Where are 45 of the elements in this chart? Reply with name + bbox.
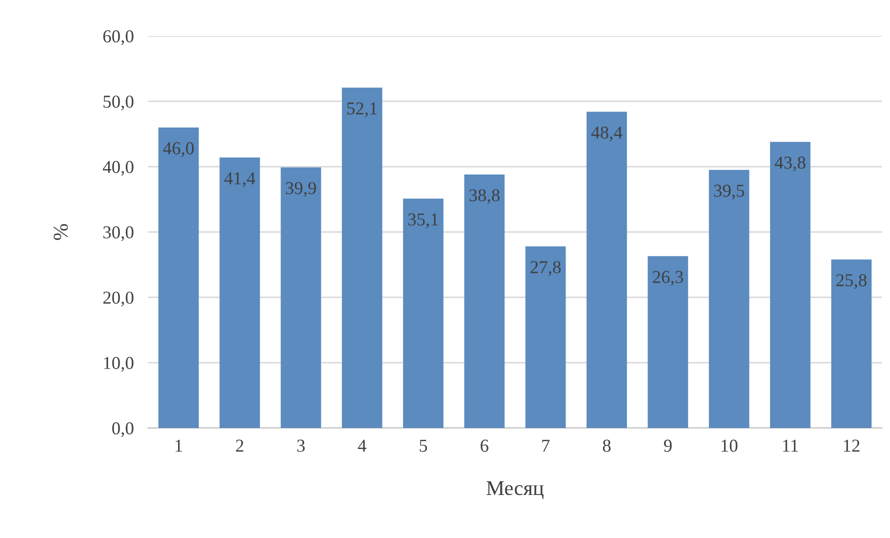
- data-label: 25,8: [836, 274, 867, 289]
- y-tick-label: 0,0: [112, 422, 134, 438]
- data-label: 41,4: [224, 172, 256, 188]
- x-axis-title: Месяц: [486, 481, 544, 499]
- x-tick-label: 4: [358, 440, 366, 452]
- x-tick-label: 1: [176, 440, 182, 452]
- bar: [648, 256, 688, 428]
- data-label: 52,1: [347, 102, 377, 118]
- x-tick-label: 2: [236, 440, 244, 452]
- bar: [342, 88, 382, 428]
- bar: [280, 167, 322, 428]
- data-label: 39,5: [714, 184, 744, 200]
- data-label: 27,8: [530, 261, 561, 276]
- y-tick-label: 40,0: [102, 160, 134, 176]
- x-tick-label: 6: [480, 440, 488, 452]
- data-label: 43,8: [774, 156, 806, 172]
- x-tick-label: 10: [722, 440, 738, 452]
- y-tick-label: 30,0: [103, 226, 134, 242]
- bar: [770, 142, 810, 428]
- data-label: 26,3: [652, 270, 684, 286]
- data-label: 35,1: [408, 213, 438, 228]
- y-tick-label: 50,0: [104, 96, 134, 110]
- x-tick-label: 3: [297, 440, 305, 452]
- data-label: 46,0: [163, 142, 194, 157]
- x-tick-label: 7: [542, 440, 550, 452]
- bar: [403, 198, 444, 428]
- x-tick-label: 12: [844, 440, 860, 452]
- x-tick-label: 8: [602, 440, 611, 452]
- bar: [525, 246, 566, 428]
- bar: [831, 259, 872, 428]
- y-axis-title: %: [54, 224, 68, 240]
- bar: [464, 174, 505, 428]
- bar: [586, 112, 627, 428]
- bar: [158, 127, 199, 428]
- data-label: 48,4: [591, 126, 622, 142]
- x-tick-label: 9: [664, 440, 672, 452]
- bar: [220, 158, 260, 428]
- x-tick-label: 5: [420, 440, 428, 452]
- y-tick-label: 20,0: [103, 292, 134, 306]
- bar: [708, 170, 750, 428]
- data-label: 38,8: [469, 189, 500, 204]
- data-label: 39,9: [286, 182, 316, 197]
- y-tick-label: 10,0: [104, 356, 134, 372]
- x-tick-label: 11: [783, 440, 798, 452]
- y-tick-label: 60,0: [103, 30, 134, 46]
